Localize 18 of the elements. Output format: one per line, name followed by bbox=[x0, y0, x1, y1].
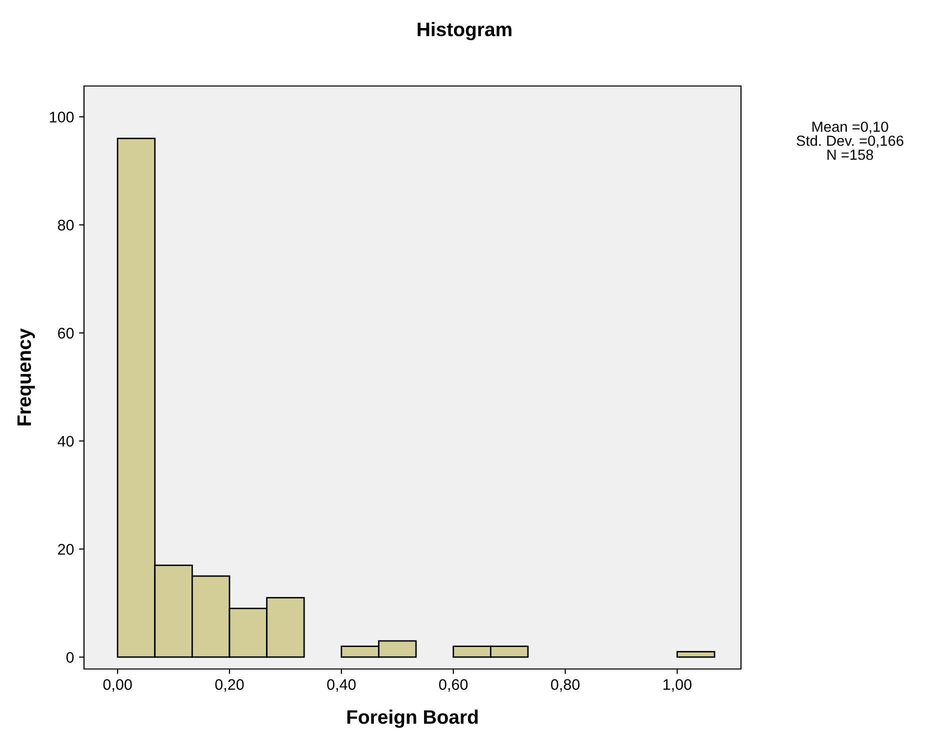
x-axis-title: Foreign Board bbox=[347, 710, 478, 728]
chart-title: Histogram bbox=[418, 22, 512, 40]
x-tick-label: 0,60 bbox=[439, 679, 468, 692]
text: Mean =0,10 bbox=[812, 122, 888, 134]
x-tick-label: 0,40 bbox=[327, 679, 356, 692]
x-tick-label: 0,80 bbox=[551, 679, 580, 692]
y-tick-label: 60 bbox=[58, 328, 74, 339]
x-tick-label: 0,20 bbox=[215, 679, 244, 692]
y-axis-title: Frequency bbox=[17, 328, 35, 426]
text: N =158 bbox=[827, 150, 874, 160]
x-tick-label: 1,00 bbox=[664, 679, 692, 692]
y-tick-label: 20 bbox=[58, 544, 74, 555]
y-tick-label: 80 bbox=[58, 220, 74, 231]
text: Std. Dev. =0,166 bbox=[796, 135, 904, 148]
y-tick-label: 100 bbox=[50, 112, 74, 122]
y-tick-label: 0 bbox=[66, 652, 74, 663]
x-tick-label: 0,00 bbox=[103, 679, 132, 692]
y-tick-label: 40 bbox=[58, 436, 74, 447]
